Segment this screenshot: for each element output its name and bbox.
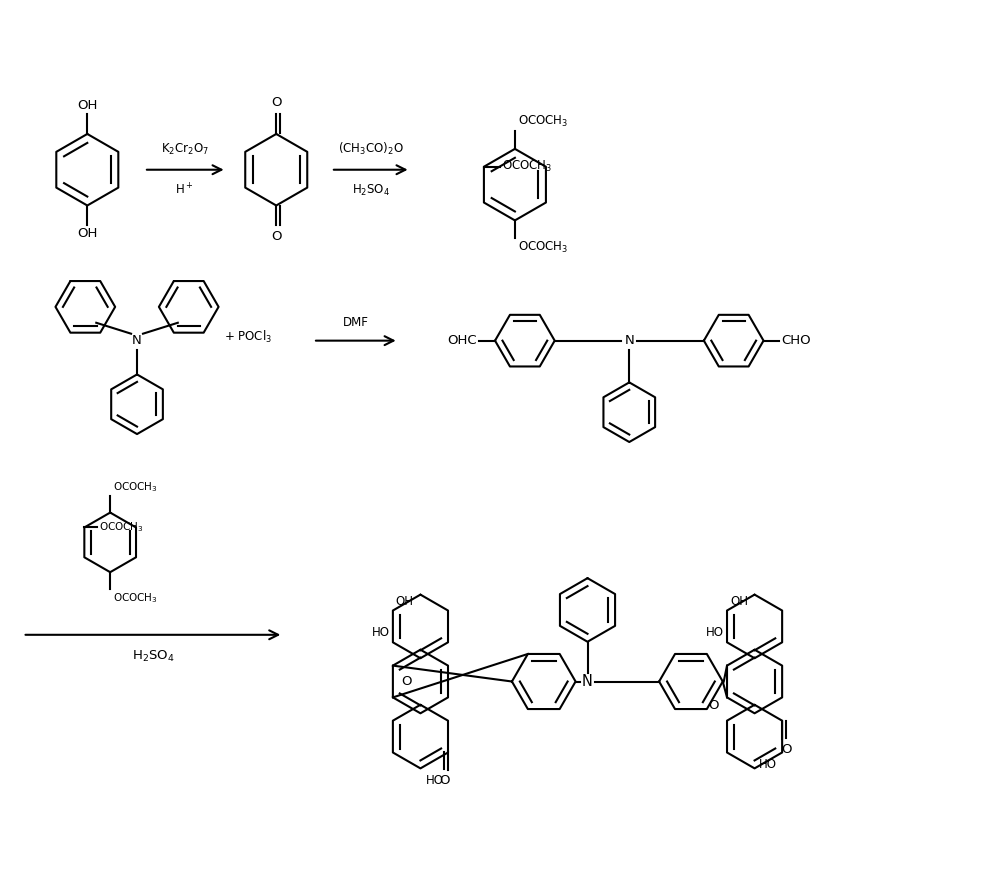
- Text: O: O: [439, 774, 449, 788]
- Text: OH: OH: [396, 595, 414, 607]
- Text: N: N: [624, 334, 634, 347]
- Text: HO: HO: [372, 626, 390, 639]
- Text: O: O: [271, 96, 282, 109]
- Text: $\mathrm{OCOCH_3}$: $\mathrm{OCOCH_3}$: [502, 159, 552, 174]
- Text: OH: OH: [730, 595, 748, 607]
- Text: CHO: CHO: [781, 334, 811, 347]
- Text: HO: HO: [759, 758, 777, 772]
- Text: $\mathrm{OCOCH_3}$: $\mathrm{OCOCH_3}$: [518, 114, 568, 129]
- Text: $\mathrm{OCOCH_3}$: $\mathrm{OCOCH_3}$: [99, 520, 144, 535]
- Text: N: N: [132, 334, 142, 347]
- Text: $\mathrm{H_2SO_4}$: $\mathrm{H_2SO_4}$: [352, 183, 390, 198]
- Text: O: O: [709, 699, 719, 712]
- Text: $\mathrm{(CH_3CO)_2O}$: $\mathrm{(CH_3CO)_2O}$: [338, 140, 404, 157]
- Text: O: O: [781, 742, 791, 756]
- Text: $\mathrm{OCOCH_3}$: $\mathrm{OCOCH_3}$: [113, 591, 158, 605]
- Text: HO: HO: [425, 774, 443, 788]
- Text: $\mathrm{H_2SO_4}$: $\mathrm{H_2SO_4}$: [132, 649, 174, 664]
- Text: O: O: [271, 230, 282, 243]
- Text: $\mathrm{OCOCH_3}$: $\mathrm{OCOCH_3}$: [113, 480, 158, 494]
- Text: OH: OH: [77, 227, 97, 241]
- Text: $\mathrm{H^+}$: $\mathrm{H^+}$: [175, 183, 194, 198]
- Text: $\mathrm{OCOCH_3}$: $\mathrm{OCOCH_3}$: [518, 241, 568, 256]
- Text: $\mathrm{+\ POCl_3}$: $\mathrm{+\ POCl_3}$: [224, 329, 272, 345]
- Text: DMF: DMF: [343, 316, 369, 329]
- Text: N: N: [582, 674, 593, 689]
- Text: $\mathrm{K_2Cr_2O_7}$: $\mathrm{K_2Cr_2O_7}$: [161, 142, 209, 157]
- Text: OH: OH: [77, 99, 97, 112]
- Text: OHC: OHC: [448, 334, 477, 347]
- Text: O: O: [401, 675, 411, 688]
- Text: HO: HO: [706, 626, 724, 639]
